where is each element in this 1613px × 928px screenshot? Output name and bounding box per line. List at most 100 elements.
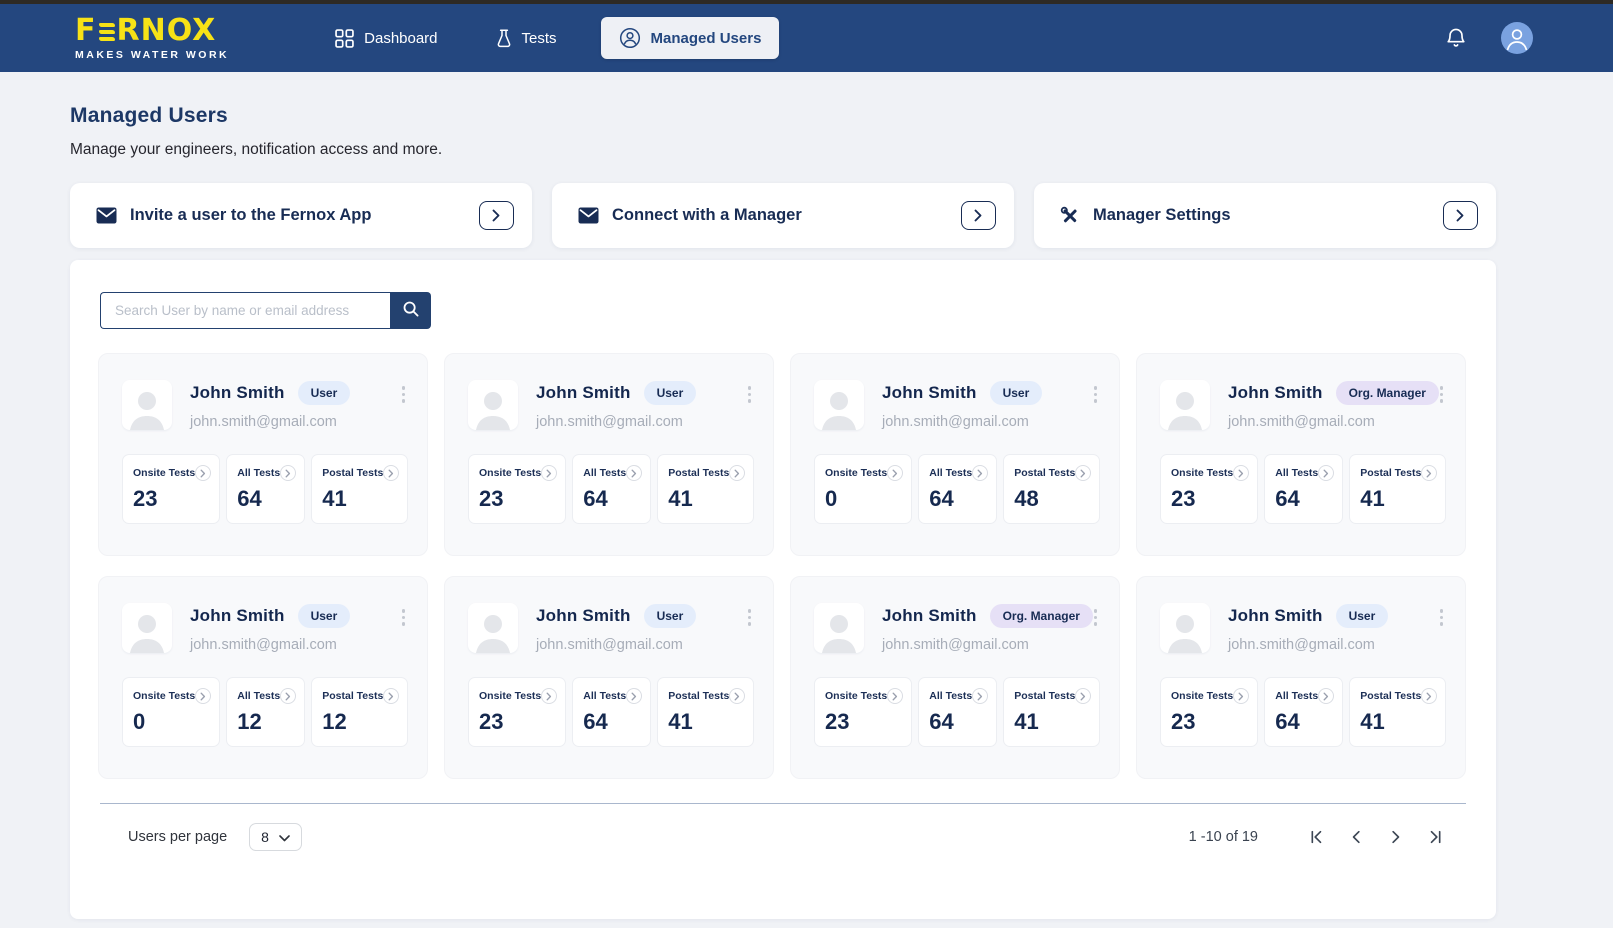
- stat-chevron-button[interactable]: [1318, 465, 1335, 481]
- main-nav: Dashboard Tests Managed Users: [321, 17, 780, 59]
- stat-chevron-button[interactable]: [195, 465, 212, 481]
- stat-chevron-button[interactable]: [541, 465, 558, 481]
- stat-box: Onsite Tests 23: [468, 677, 567, 747]
- stat-box: All Tests 64: [572, 677, 652, 747]
- user-email: john.smith@gmail.com: [882, 414, 1029, 430]
- user-cards-grid: John Smith User john.smith@gmail.com Ons…: [98, 353, 1468, 779]
- last-page-button[interactable]: [1424, 825, 1448, 849]
- stat-chevron-button[interactable]: [626, 465, 643, 481]
- nav-label: Tests: [521, 29, 557, 47]
- stat-label: Postal Tests: [1360, 467, 1422, 479]
- card-menu-kebab-icon[interactable]: [1092, 607, 1100, 628]
- nav-item-tests[interactable]: Tests: [482, 19, 571, 58]
- card-menu-kebab-icon[interactable]: [1438, 384, 1446, 405]
- connect-manager-card[interactable]: Connect with a Manager: [552, 183, 1014, 248]
- stat-box: Onsite Tests 0: [122, 677, 221, 747]
- stat-value: 23: [133, 486, 158, 511]
- chevron-right-button[interactable]: [1443, 201, 1478, 230]
- stat-chevron-button[interactable]: [626, 688, 643, 704]
- user-card-header: John Smith User john.smith@gmail.com: [1160, 603, 1443, 653]
- manager-settings-card[interactable]: Manager Settings: [1034, 183, 1496, 248]
- stat-chevron-button[interactable]: [1233, 688, 1250, 704]
- stat-chevron-button[interactable]: [280, 465, 297, 481]
- stat-box: Onsite Tests 23: [1160, 454, 1259, 524]
- page-size-select[interactable]: 8: [249, 823, 302, 851]
- stat-value: 41: [1014, 709, 1039, 734]
- stat-box: Onsite Tests 23: [122, 454, 221, 524]
- nav-item-managed-users[interactable]: Managed Users: [600, 17, 780, 59]
- stat-chevron-button[interactable]: [1318, 688, 1335, 704]
- fernox-logo-word: F RNOX: [75, 15, 216, 46]
- user-role-badge: User: [297, 604, 351, 628]
- first-page-button[interactable]: [1304, 825, 1328, 849]
- stat-chevron-button[interactable]: [972, 688, 989, 704]
- stat-box: Postal Tests 41: [311, 454, 409, 524]
- stat-label: Postal Tests: [668, 690, 730, 702]
- chevron-right-button[interactable]: [961, 201, 996, 230]
- card-menu-kebab-icon[interactable]: [746, 607, 754, 628]
- notifications-bell-icon[interactable]: [1445, 26, 1467, 50]
- stat-label: Onsite Tests: [825, 467, 888, 479]
- next-page-button[interactable]: [1384, 825, 1408, 849]
- window-top-strip: [0, 0, 1613, 4]
- pagination-bar: Users per page 8 1 -10 of 19: [98, 823, 1468, 851]
- user-email: john.smith@gmail.com: [882, 637, 1029, 653]
- stat-chevron-button[interactable]: [541, 688, 558, 704]
- stat-chevron-button[interactable]: [383, 465, 400, 481]
- stat-chevron-button[interactable]: [1421, 465, 1438, 481]
- action-card-label: Connect with a Manager: [612, 206, 802, 224]
- stat-chevron-button[interactable]: [1075, 465, 1092, 481]
- stat-chevron-button[interactable]: [1233, 465, 1250, 481]
- stat-value: 23: [479, 486, 504, 511]
- action-card-label: Manager Settings: [1093, 206, 1231, 224]
- stat-label: Onsite Tests: [133, 690, 196, 702]
- stat-value: 64: [583, 709, 608, 734]
- user-stats: Onsite Tests 23 All Tests 64 Postal Test…: [468, 677, 755, 747]
- stat-chevron-button[interactable]: [1075, 688, 1092, 704]
- stat-chevron-button[interactable]: [972, 465, 989, 481]
- user-card: John Smith Org. Manager john.smith@gmail…: [790, 576, 1120, 779]
- invite-user-card[interactable]: Invite a user to the Fernox App: [70, 183, 532, 248]
- card-menu-kebab-icon[interactable]: [400, 607, 408, 628]
- user-info: John Smith User john.smith@gmail.com: [1228, 603, 1389, 653]
- pager-buttons: [1304, 825, 1448, 849]
- stat-chevron-button[interactable]: [887, 688, 904, 704]
- user-card-header: John Smith User john.smith@gmail.com: [122, 603, 405, 653]
- user-info: John Smith Org. Manager john.smith@gmail…: [1228, 380, 1439, 430]
- chevron-right-button[interactable]: [479, 201, 514, 230]
- user-stats: Onsite Tests 0 All Tests 64 Postal Tests…: [814, 454, 1101, 524]
- stat-label: All Tests: [583, 467, 627, 479]
- user-info: John Smith User john.smith@gmail.com: [190, 603, 351, 653]
- search-button[interactable]: [390, 292, 431, 329]
- stat-chevron-button[interactable]: [887, 465, 904, 481]
- fernox-logo[interactable]: F RNOX MAKES WATER WORK: [75, 15, 229, 61]
- stat-label: Onsite Tests: [479, 467, 542, 479]
- stat-chevron-button[interactable]: [383, 688, 400, 704]
- stat-chevron-button[interactable]: [729, 688, 746, 704]
- card-menu-kebab-icon[interactable]: [400, 384, 408, 405]
- page-title: Managed Users: [70, 104, 228, 127]
- user-name: John Smith: [536, 383, 631, 402]
- stat-chevron-button[interactable]: [195, 688, 212, 704]
- user-role-badge: User: [297, 381, 351, 405]
- previous-page-button[interactable]: [1344, 825, 1368, 849]
- user-email: john.smith@gmail.com: [1228, 414, 1375, 430]
- stat-value: 64: [583, 486, 608, 511]
- stat-box: Postal Tests 41: [657, 454, 755, 524]
- stat-chevron-button[interactable]: [729, 465, 746, 481]
- stat-box: All Tests 64: [1264, 454, 1344, 524]
- card-menu-kebab-icon[interactable]: [746, 384, 754, 405]
- card-menu-kebab-icon[interactable]: [1438, 607, 1446, 628]
- stat-label: Onsite Tests: [1171, 467, 1234, 479]
- profile-avatar[interactable]: [1501, 22, 1533, 54]
- stat-chevron-button[interactable]: [1421, 688, 1438, 704]
- card-menu-kebab-icon[interactable]: [1092, 384, 1100, 405]
- stat-chevron-button[interactable]: [280, 688, 297, 704]
- stat-label: All Tests: [929, 467, 973, 479]
- stat-value: 64: [929, 486, 954, 511]
- mail-icon: [578, 207, 599, 224]
- nav-item-dashboard[interactable]: Dashboard: [321, 19, 451, 58]
- stat-box: Postal Tests 41: [1003, 677, 1101, 747]
- search-input[interactable]: [100, 292, 390, 329]
- managed-users-panel: John Smith User john.smith@gmail.com Ons…: [70, 260, 1496, 919]
